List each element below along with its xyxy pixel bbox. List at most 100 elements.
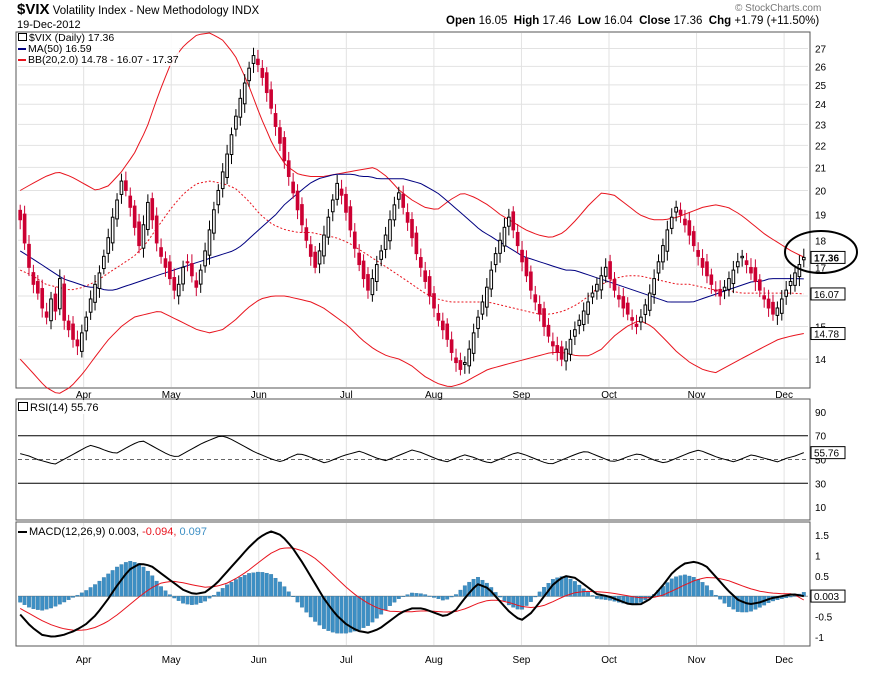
candle-body [132, 205, 137, 228]
candle-body [286, 160, 291, 177]
macd-histogram-bar [278, 581, 282, 597]
candle-body [242, 82, 247, 105]
macd-histogram-bar [106, 573, 111, 597]
macd-histogram-bar [128, 560, 133, 597]
macd-badge [810, 589, 846, 603]
macd-histogram-bar [801, 592, 806, 597]
macd-histogram-bar [110, 570, 115, 597]
macd-histogram-bar [176, 596, 181, 601]
macd-histogram-bar [273, 577, 278, 597]
macd-histogram-bar [524, 596, 529, 606]
candle-body [542, 308, 546, 328]
x-axis-month-label: Dec [775, 390, 793, 401]
macd-histogram-bar [71, 596, 75, 598]
candle-body [617, 295, 621, 300]
rsi-line [20, 435, 804, 465]
macd-histogram-bar [379, 596, 384, 615]
macd-histogram-bar [40, 596, 45, 611]
x-axis-month-label: May [162, 390, 181, 401]
price-y-tick-label: 24 [815, 100, 827, 111]
candle-body [485, 286, 489, 308]
macd-histogram-bar [145, 570, 150, 597]
macd-histogram-bar [84, 590, 89, 597]
macd-histogram-bar [326, 596, 331, 631]
macd-histogram-bar [405, 594, 410, 597]
bb-middle-line [19, 180, 804, 315]
candle-body [361, 260, 366, 280]
macd-histogram-bar [322, 596, 326, 629]
macd-histogram-bar [511, 596, 516, 608]
macd-histogram-bar [586, 592, 591, 597]
macd-legend-macd: 0.003, [108, 526, 140, 538]
macd-histogram-bar [211, 595, 216, 597]
candle-body [705, 261, 709, 277]
macd-legend-signal: -0.094, [142, 526, 177, 538]
macd-histogram-bar [445, 596, 450, 600]
stockcharts-logo: © StockCharts.com [735, 3, 822, 14]
macd-histogram-bar [203, 596, 208, 602]
macd-histogram-bar [308, 596, 313, 618]
macd-histogram-bar [357, 596, 362, 630]
macd-histogram-bar [198, 596, 203, 603]
candle-body [784, 289, 789, 297]
candle-body [744, 260, 749, 266]
candle-body [330, 199, 335, 213]
candle-body [357, 252, 361, 266]
macd-histogram-bar [639, 596, 643, 603]
candle-body [603, 266, 608, 277]
rsi-legend-text: RSI(14) 55.76 [30, 402, 99, 414]
candle-body [766, 298, 771, 309]
candle-body [621, 296, 626, 309]
candle-body [665, 229, 670, 252]
macd-histogram-bar [291, 596, 296, 597]
candle-body [194, 280, 199, 288]
candle-body [300, 204, 304, 226]
candle-body [454, 357, 458, 364]
candle-body [405, 212, 410, 223]
macd-histogram-bar [449, 596, 454, 598]
candle-body [49, 298, 53, 322]
macd-histogram-bar [458, 589, 463, 597]
candle-body [339, 188, 344, 196]
candle-body [788, 280, 793, 287]
macd-histogram-bar [713, 594, 718, 597]
candle-body [106, 237, 111, 254]
grid-layer [18, 33, 808, 645]
candle-body [40, 288, 45, 309]
candle-body [374, 264, 379, 282]
x-axis-month-label: May [162, 655, 181, 666]
candle-body [308, 244, 313, 257]
candle-body [551, 341, 555, 347]
macd-y-tick-label: 1 [815, 552, 821, 563]
candle-body [722, 286, 727, 292]
candle-body [124, 180, 128, 191]
candle-body [44, 311, 49, 318]
candle-body [683, 218, 687, 226]
macd-histogram-bar [242, 575, 247, 597]
candle-body [546, 324, 551, 337]
candle-body [669, 216, 674, 229]
x-axis-month-label: Jun [251, 655, 267, 666]
macd-histogram-bar [304, 596, 309, 613]
macd-histogram-bar [53, 596, 58, 607]
candle-body [291, 181, 295, 194]
candle-body [154, 215, 159, 244]
candle-body [273, 113, 278, 127]
candle-body [436, 312, 441, 321]
ma-legend-swatch [18, 48, 26, 51]
header-title: $VIX Volatility Index - New Methodology … [17, 1, 259, 18]
macd-histogram-bar [97, 580, 102, 597]
macd-histogram-bar [436, 596, 441, 599]
candle-body [168, 261, 172, 280]
price-y-tick-label: 25 [815, 81, 827, 92]
macd-histogram-bar [282, 586, 287, 597]
macd-histogram-bar [709, 590, 714, 597]
candle-body [282, 137, 287, 162]
macd-panel-frame [15, 521, 811, 647]
candle-body [110, 216, 115, 244]
macd-histogram-bar [537, 591, 542, 597]
x-axis-month-label: Oct [601, 390, 617, 401]
candle-body [713, 289, 718, 292]
